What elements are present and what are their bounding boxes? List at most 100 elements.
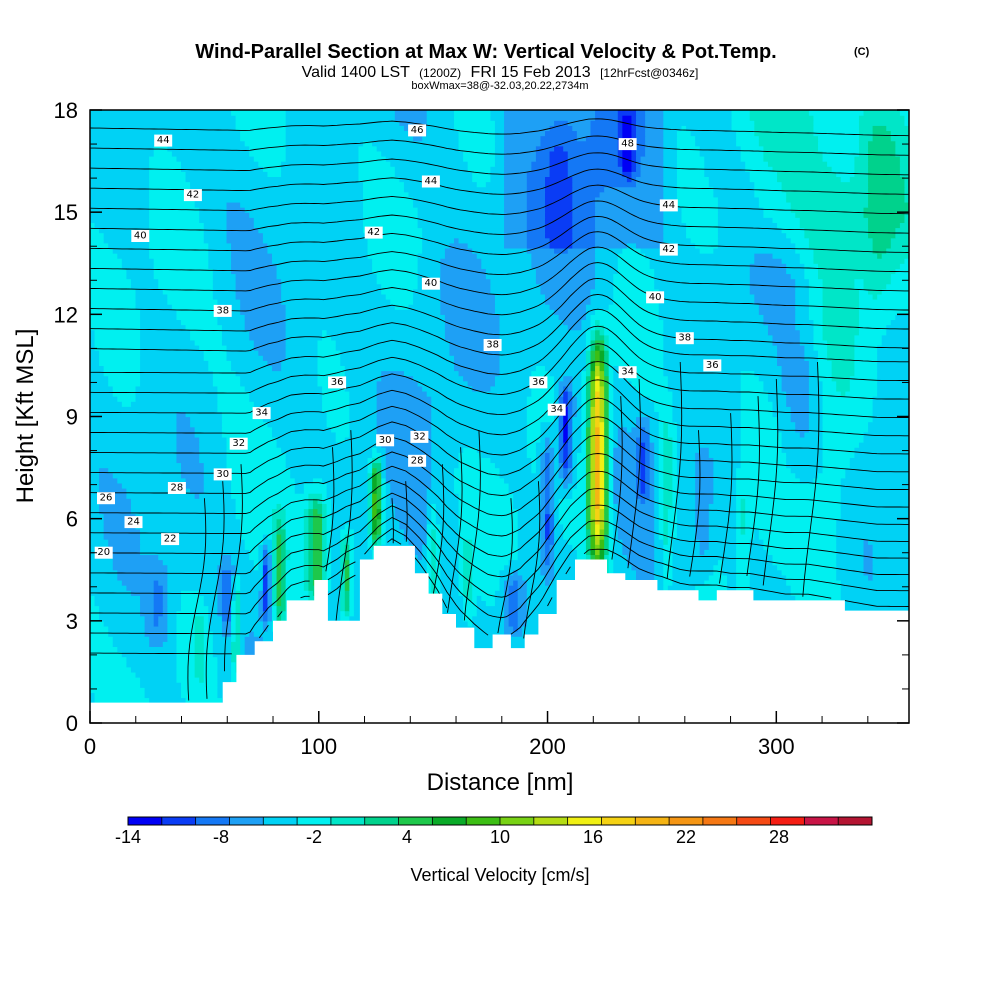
velocity-cell (545, 191, 573, 198)
velocity-cell (858, 145, 869, 152)
velocity-cell (658, 457, 664, 464)
velocity-cell (613, 380, 633, 387)
velocity-cell (708, 574, 728, 581)
velocity-cell (667, 533, 678, 540)
velocity-cell (663, 135, 678, 142)
velocity-cell (595, 503, 601, 510)
velocity-cell (535, 273, 596, 280)
velocity-cell (599, 539, 605, 545)
velocity-cell (272, 258, 373, 264)
velocity-cell (585, 304, 610, 310)
velocity-cell (90, 625, 109, 632)
velocity-cell (176, 442, 200, 448)
velocity-cell (281, 288, 382, 295)
velocity-cell (658, 508, 664, 515)
velocity-cell (463, 605, 478, 612)
velocity-cell (490, 110, 505, 116)
velocity-cell (454, 477, 505, 484)
velocity-cell (717, 217, 774, 223)
velocity-cell (672, 390, 742, 397)
velocity-cell (636, 150, 646, 157)
velocity-cell (763, 145, 819, 152)
velocity-cell (549, 171, 569, 178)
velocity-cell (540, 288, 592, 295)
velocity-cell (221, 426, 273, 433)
velocity-cell (267, 421, 328, 428)
velocity-cell (526, 222, 546, 229)
velocity-cell (531, 263, 596, 269)
velocity-cell (312, 528, 323, 535)
velocity-cell (440, 554, 460, 561)
velocity-cell (276, 549, 282, 556)
velocity-cell (490, 166, 505, 172)
velocity-cell (649, 452, 655, 458)
velocity-cell (99, 355, 141, 361)
colorbar-segment (601, 817, 636, 825)
velocity-cell (176, 314, 218, 321)
velocity-cell (517, 615, 528, 622)
velocity-cell (349, 396, 378, 402)
velocity-cell (658, 426, 664, 433)
contour-label-text: 38 (486, 340, 499, 351)
velocity-cell (790, 207, 865, 213)
velocity-cell (376, 145, 460, 152)
velocity-cell (349, 574, 355, 581)
velocity-cell (90, 431, 178, 438)
velocity-cell (795, 278, 810, 285)
velocity-cell (458, 559, 464, 566)
velocity-cell (567, 120, 592, 126)
velocity-cell (517, 554, 542, 561)
velocity-cell (736, 564, 751, 571)
velocity-cell (567, 539, 587, 545)
velocity-cell (130, 401, 218, 407)
velocity-cell (676, 472, 696, 479)
velocity-cell (440, 293, 496, 300)
theta-contour-line (335, 430, 353, 621)
velocity-cell (212, 283, 237, 290)
velocity-cell (508, 574, 523, 581)
velocity-cell (458, 574, 464, 581)
velocity-cell (654, 574, 664, 581)
velocity-cell (526, 416, 555, 423)
velocity-cell (535, 155, 551, 162)
velocity-cell (531, 253, 596, 259)
velocity-cell (695, 513, 710, 520)
velocity-cell (545, 232, 573, 239)
velocity-cell (449, 339, 501, 346)
velocity-cell (490, 288, 542, 295)
velocity-cell (645, 462, 651, 469)
velocity-cell (595, 207, 664, 213)
velocity-cell (331, 549, 341, 556)
velocity-cell (526, 411, 555, 418)
velocity-cell (676, 191, 714, 198)
velocity-cell (272, 513, 287, 520)
velocity-cell (708, 533, 737, 540)
velocity-cell (708, 181, 755, 188)
velocity-cell (240, 636, 246, 642)
velocity-cell (754, 258, 783, 264)
contour-label: 42 (183, 189, 202, 202)
velocity-cell (276, 273, 378, 280)
velocity-cell (262, 544, 269, 550)
velocity-cell (790, 416, 810, 423)
velocity-cell (244, 207, 364, 213)
velocity-cell (358, 155, 387, 162)
velocity-cell (276, 564, 282, 571)
velocity-cell (595, 309, 660, 315)
colorbar-label: Vertical Velocity [cm/s] (410, 865, 589, 885)
velocity-cell (863, 212, 906, 218)
velocity-cell (636, 110, 646, 116)
velocity-cell (554, 380, 560, 387)
velocity-cell (745, 503, 842, 510)
velocity-cell (717, 559, 724, 566)
velocity-cell (494, 462, 532, 469)
contour-label-text: 34 (621, 367, 634, 378)
velocity-cell (604, 365, 610, 372)
theta-contour-line (523, 481, 541, 639)
velocity-cell (508, 620, 519, 627)
velocity-cell (499, 569, 514, 576)
colorbar-tick-label: -14 (115, 827, 141, 847)
velocity-cell (217, 314, 246, 321)
velocity-cell (376, 513, 382, 520)
velocity-cell (699, 150, 742, 157)
